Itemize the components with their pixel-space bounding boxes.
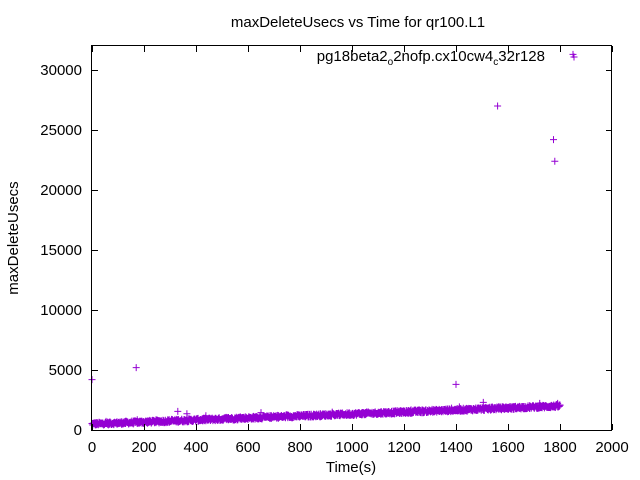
- x-tick-label: 1000: [335, 439, 368, 456]
- legend-subscript: c: [493, 57, 498, 68]
- x-axis-label: Time(s): [326, 459, 376, 476]
- data-point: [556, 401, 564, 409]
- plot-frame: [91, 45, 612, 431]
- y-tick-label: 5000: [49, 362, 82, 379]
- chart-title: maxDeleteUsecs vs Time for qr100.L1: [231, 14, 485, 31]
- x-tick-label: 800: [287, 439, 312, 456]
- y-tick-label: 10000: [40, 302, 82, 319]
- outlier-point: [183, 410, 191, 418]
- outlier-point: [479, 398, 487, 406]
- x-tick-label: 1600: [491, 439, 524, 456]
- x-tick-label: 400: [183, 439, 208, 456]
- legend-text-part: pg18beta2: [317, 48, 388, 65]
- y-tick-label: 30000: [40, 62, 82, 79]
- outlier-point: [494, 102, 502, 110]
- legend-text-part: 2nofp.cx10cw4: [393, 48, 493, 65]
- legend-marker-symbol: [570, 53, 578, 61]
- x-tick-label: 0: [88, 439, 96, 456]
- outlier-point: [551, 157, 559, 165]
- y-tick-label: 20000: [40, 182, 82, 199]
- outlier-point: [452, 380, 460, 388]
- outlier-point: [257, 409, 265, 417]
- outlier-point: [132, 364, 140, 372]
- legend-label: pg18beta2o2nofp.cx10cw4c32r128: [317, 48, 545, 68]
- legend-text-part: 32r128: [498, 48, 545, 65]
- y-tick-label: 25000: [40, 122, 82, 139]
- x-tick-label: 200: [131, 439, 156, 456]
- axis-ticks: 0 200 400 600 800 1000 1200 1400 1600 1800 2000050…: [40, 46, 629, 456]
- outlier-point: [550, 136, 557, 144]
- x-tick-label: 1800: [543, 439, 576, 456]
- legend: pg18beta2o2nofp.cx10cw4c32r128: [317, 48, 578, 68]
- y-tick-label: 0: [74, 422, 82, 439]
- legend-subscript: o: [388, 57, 394, 68]
- x-tick-label: 2000: [595, 439, 628, 456]
- y-axis-label: maxDeleteUsecs: [5, 181, 22, 294]
- data-points: [88, 50, 577, 429]
- x-tick-label: 600: [235, 439, 260, 456]
- y-tick-label: 15000: [40, 242, 82, 259]
- x-tick-label: 1200: [387, 439, 420, 456]
- outlier-point: [174, 407, 182, 415]
- x-tick-label: 1400: [439, 439, 472, 456]
- legend-marker: [570, 53, 578, 61]
